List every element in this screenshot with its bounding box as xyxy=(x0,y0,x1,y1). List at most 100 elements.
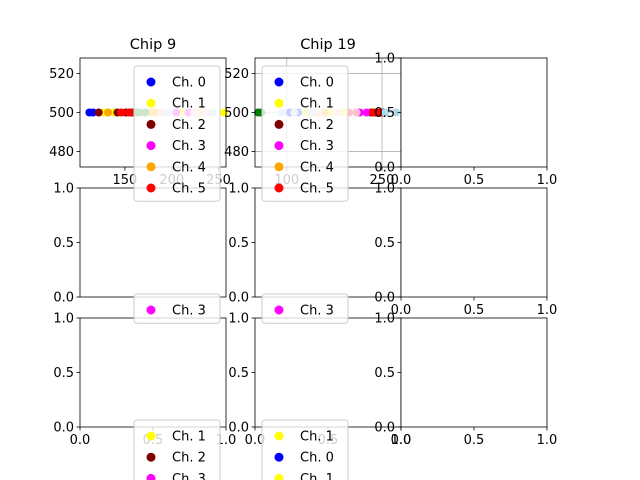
legend-label: Ch. 0 xyxy=(172,76,206,91)
legend-marker xyxy=(146,431,156,441)
y-tick-label: 0.0 xyxy=(374,421,395,436)
legend-marker xyxy=(146,162,156,172)
subplot-4: 0.0 0.5 1.0 xyxy=(53,182,227,306)
legend-frame xyxy=(133,293,221,324)
legend-marker xyxy=(146,141,156,151)
point-series-7 xyxy=(381,108,390,117)
legend-frame xyxy=(261,419,349,480)
x-tick-label: 0.0 xyxy=(391,303,412,318)
legend-label: Ch. 5 xyxy=(300,182,334,197)
plot-area xyxy=(255,318,401,427)
legend-marker xyxy=(146,77,156,87)
x-tick-label: 0.0 xyxy=(70,433,91,448)
legend-label: Ch. 2 xyxy=(172,118,206,133)
subplot-9: 0.0 0.5 1.00.00.51.0 xyxy=(374,312,557,449)
x-tick-label: 1.0 xyxy=(537,433,558,448)
legend-marker xyxy=(274,305,284,315)
y-tick-label: 1.0 xyxy=(53,182,74,197)
legend-marker xyxy=(274,473,284,480)
y-tick-label: 0.5 xyxy=(228,366,249,381)
x-tick-label: 0.5 xyxy=(464,303,485,318)
legend-label: Ch. 2 xyxy=(300,118,334,133)
legend-fragment-row2-middle: Ch. 3 xyxy=(261,293,349,324)
legend-chip-19: Ch. 0 Ch. 1 Ch. 2 Ch. 3 Ch. 4 Ch. 5 xyxy=(261,65,349,202)
y-tick-label: 0.0 xyxy=(53,421,74,436)
legend-marker xyxy=(146,305,156,315)
subplot-3: 0.0 0.5 1.0 0.0 0.5 1.0 xyxy=(374,52,557,189)
legend-label: Ch. 3 xyxy=(172,472,206,480)
y-tick-label: 0.0 xyxy=(374,161,395,176)
y-tick-label: 0.5 xyxy=(228,236,249,251)
y-tick-label: 0.5 xyxy=(53,236,74,251)
plot-area xyxy=(80,188,226,297)
x-tick-label: 1.0 xyxy=(216,433,237,448)
legend-label: Ch. 5 xyxy=(172,182,206,197)
y-tick-label: 1.0 xyxy=(53,312,74,327)
y-tick-label: 0.5 xyxy=(53,366,74,381)
y-tick-label: 1.0 xyxy=(374,52,395,67)
legend-fragment-row2-left: Ch. 3 xyxy=(133,293,221,324)
plot-area xyxy=(401,318,547,427)
plot-area xyxy=(80,318,226,427)
legend-fragment-bottom-left: Ch. 1 Ch. 2 Ch. 3 xyxy=(133,419,221,480)
x-tick-label: 0.5 xyxy=(464,433,485,448)
point-series-8 xyxy=(352,108,361,117)
x-tick-label: 1.0 xyxy=(391,433,412,448)
y-tick-label: 520 xyxy=(49,67,74,82)
subplot-title: Chip 19 xyxy=(300,37,356,53)
legend-marker xyxy=(146,473,156,480)
legend-label: Ch. 4 xyxy=(300,160,334,175)
y-tick-label: 500 xyxy=(49,106,74,121)
y-tick-label: 0.5 xyxy=(374,366,395,381)
y-tick-label: 520 xyxy=(224,67,249,82)
y-tick-label: 1.0 xyxy=(228,182,249,197)
legend-marker xyxy=(146,452,156,462)
point-ch-5 xyxy=(117,108,126,117)
y-tick-label: 0.5 xyxy=(374,106,395,121)
legend-label: Ch. 1 xyxy=(172,97,206,112)
legend-marker xyxy=(274,141,284,151)
point-ch-0 xyxy=(89,108,98,117)
legend-label: Ch. 1 xyxy=(300,430,334,445)
legend-chip-9: Ch. 0 Ch. 1 Ch. 2 Ch. 3 Ch. 4 Ch. 5 xyxy=(133,65,221,202)
y-tick-label: 480 xyxy=(49,145,74,160)
point-ch-2 xyxy=(94,108,103,117)
axes-frame xyxy=(400,187,548,298)
y-tick-label: 0.0 xyxy=(53,291,74,306)
plot-area xyxy=(401,188,547,297)
y-tick-label: 0.5 xyxy=(374,236,395,251)
point-series-7 xyxy=(391,108,400,117)
legend-label: Ch. 4 xyxy=(172,160,206,175)
legend-label: Ch. 1 xyxy=(300,97,334,112)
legend-label: Ch. 3 xyxy=(300,139,334,154)
y-tick-label: 1.0 xyxy=(228,312,249,327)
legend-marker xyxy=(274,162,284,172)
point-ch-5 xyxy=(124,108,133,117)
legend-label: Ch. 3 xyxy=(172,139,206,154)
y-tick-label: 0.0 xyxy=(228,421,249,436)
plot-area xyxy=(255,188,401,297)
subplot-6: 0.0 0.5 1.0 0.0 0.5 1.0 xyxy=(374,182,557,319)
x-tick-label: 1.0 xyxy=(537,173,558,188)
legend-marker xyxy=(146,119,156,129)
legend-marker xyxy=(274,183,284,193)
y-tick-label: 0.0 xyxy=(228,291,249,306)
point-ch-4 xyxy=(104,108,113,117)
y-tick-label: 500 xyxy=(224,106,249,121)
legend-fragment-bottom-middle: Ch. 1 Ch. 0 Ch. 1 xyxy=(261,419,349,480)
legend-frame xyxy=(261,293,349,324)
legend-marker xyxy=(274,77,284,87)
y-tick-label: 1.0 xyxy=(374,312,395,327)
legend-label: Ch. 2 xyxy=(172,451,206,466)
y-tick-label: 1.0 xyxy=(374,182,395,197)
legend-marker xyxy=(274,452,284,462)
y-tick-label: 0.0 xyxy=(374,291,395,306)
plot-area xyxy=(401,58,547,167)
axes-frame xyxy=(400,57,548,168)
x-tick-label: 0.0 xyxy=(391,433,412,448)
x-tick-label: 250 xyxy=(370,173,395,188)
subplot-5: 0.0 0.5 1.0 xyxy=(228,182,402,306)
legend-label: Ch. 1 xyxy=(300,472,334,480)
legend-label: Ch. 1 xyxy=(172,430,206,445)
